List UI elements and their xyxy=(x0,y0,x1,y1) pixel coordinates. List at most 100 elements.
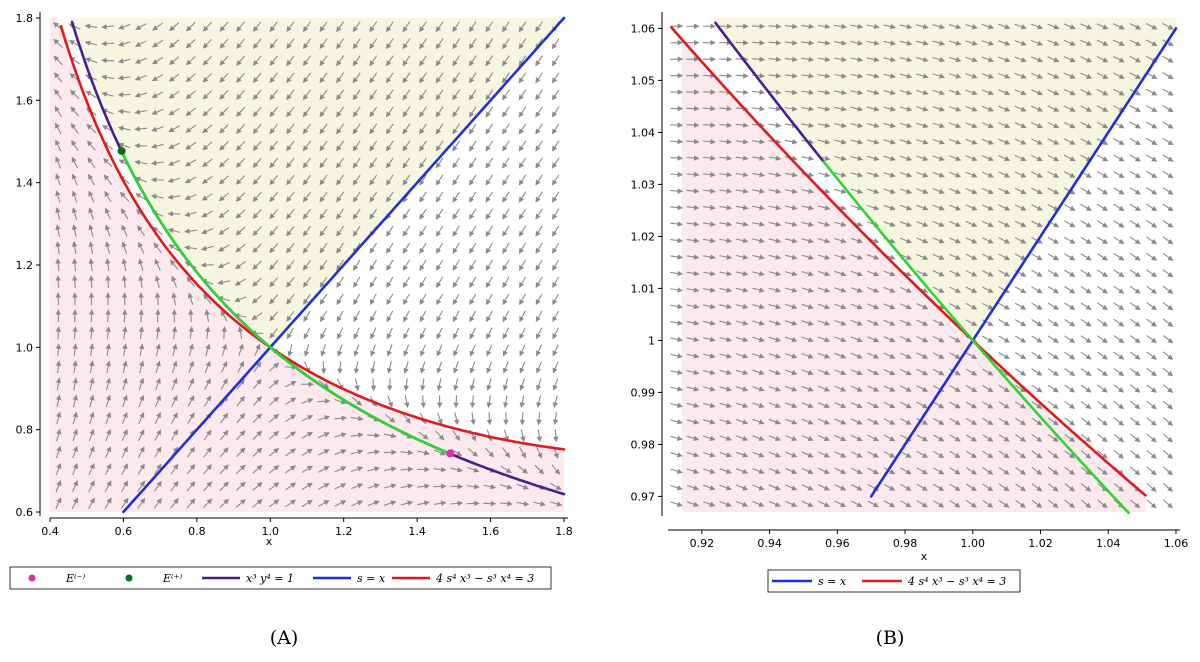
field-arrow xyxy=(118,142,131,149)
field-arrow xyxy=(218,227,230,235)
field-arrow xyxy=(1064,351,1076,360)
field-arrow xyxy=(369,174,378,186)
field-arrow xyxy=(551,106,560,118)
field-arrow xyxy=(350,415,364,422)
field-arrow xyxy=(353,361,360,375)
field-arrow xyxy=(336,38,345,50)
field-arrow xyxy=(1096,220,1109,228)
field-arrow xyxy=(367,466,380,472)
field-arrow xyxy=(204,326,211,340)
field-arrow xyxy=(252,123,262,134)
field-arrow xyxy=(155,360,161,374)
field-arrow xyxy=(203,429,212,441)
field-arrow xyxy=(285,414,297,423)
field-arrow xyxy=(185,90,196,100)
field-arrow xyxy=(452,430,461,442)
field-arrow xyxy=(719,419,732,425)
field-arrow xyxy=(252,260,262,270)
field-arrow xyxy=(203,395,212,407)
field-arrow xyxy=(286,106,295,118)
field-arrow xyxy=(219,141,229,151)
field-arrow xyxy=(519,361,526,374)
x-axis-label: x xyxy=(266,535,273,548)
field-arrow xyxy=(170,429,178,441)
field-arrow xyxy=(218,244,230,252)
field-arrow xyxy=(303,310,311,322)
field-arrow xyxy=(369,293,377,306)
field-arrow xyxy=(1080,236,1092,244)
field-arrow xyxy=(188,360,195,374)
field-arrow xyxy=(134,92,148,98)
field-arrow xyxy=(703,451,716,458)
field-arrow xyxy=(719,221,733,227)
field-arrow xyxy=(220,378,228,390)
field-arrow xyxy=(735,369,749,376)
field-arrow xyxy=(535,140,543,152)
field-arrow xyxy=(686,138,700,145)
field-arrow xyxy=(1162,269,1174,278)
field-arrow xyxy=(1146,137,1158,146)
field-arrow xyxy=(1080,400,1092,410)
field-arrow xyxy=(286,140,295,152)
field-arrow xyxy=(336,259,344,271)
field-arrow xyxy=(1129,252,1141,261)
field-arrow xyxy=(336,89,345,101)
field-arrow xyxy=(485,225,494,237)
field-arrow xyxy=(121,224,128,237)
field-arrow xyxy=(319,21,328,33)
field-arrow xyxy=(317,449,330,456)
field-arrow xyxy=(1162,236,1174,245)
field-arrow xyxy=(686,303,700,310)
field-arrow xyxy=(386,242,394,254)
field-arrow xyxy=(1145,105,1158,113)
field-arrow xyxy=(252,396,262,407)
field-arrow xyxy=(137,446,145,458)
field-arrow xyxy=(218,209,230,219)
field-arrow xyxy=(686,452,700,458)
field-arrow xyxy=(1064,401,1076,409)
data-point xyxy=(117,146,126,155)
field-arrow xyxy=(1146,351,1157,360)
field-arrow xyxy=(519,310,526,323)
field-arrow xyxy=(1097,384,1108,393)
x-tick-label: 0.98 xyxy=(893,537,918,550)
field-arrow xyxy=(552,412,559,426)
field-arrow xyxy=(137,225,146,237)
field-arrow xyxy=(768,122,782,128)
field-arrow xyxy=(702,122,716,128)
field-arrow xyxy=(435,191,444,203)
field-arrow xyxy=(502,361,509,374)
field-arrow xyxy=(1064,253,1076,261)
field-arrow xyxy=(352,72,361,84)
field-arrow xyxy=(452,293,460,306)
field-arrow xyxy=(336,242,345,254)
field-arrow xyxy=(171,395,178,407)
field-arrow xyxy=(152,22,163,31)
field-arrow xyxy=(151,91,164,98)
field-arrow xyxy=(452,259,460,271)
field-arrow xyxy=(1047,253,1060,261)
field-arrow xyxy=(168,244,180,252)
field-arrow xyxy=(1130,417,1141,426)
field-arrow xyxy=(550,482,562,491)
field-arrow xyxy=(203,481,213,492)
field-arrow xyxy=(502,327,510,340)
field-arrow xyxy=(1162,334,1174,344)
field-arrow xyxy=(552,395,559,408)
x-axis-label: x xyxy=(921,550,928,563)
field-arrow xyxy=(518,225,527,237)
field-arrow xyxy=(202,55,213,66)
field-arrow xyxy=(470,412,476,426)
field-arrow xyxy=(134,109,148,115)
field-arrow xyxy=(219,481,229,492)
field-arrow xyxy=(386,361,393,374)
field-arrow xyxy=(502,378,509,391)
field-arrow xyxy=(469,208,477,220)
field-arrow xyxy=(1014,302,1027,310)
field-arrow xyxy=(535,123,543,135)
field-arrow xyxy=(452,140,461,152)
field-arrow xyxy=(1031,351,1043,360)
field-arrow xyxy=(1113,220,1125,228)
field-arrow xyxy=(1162,219,1174,228)
field-arrow xyxy=(1064,236,1076,244)
